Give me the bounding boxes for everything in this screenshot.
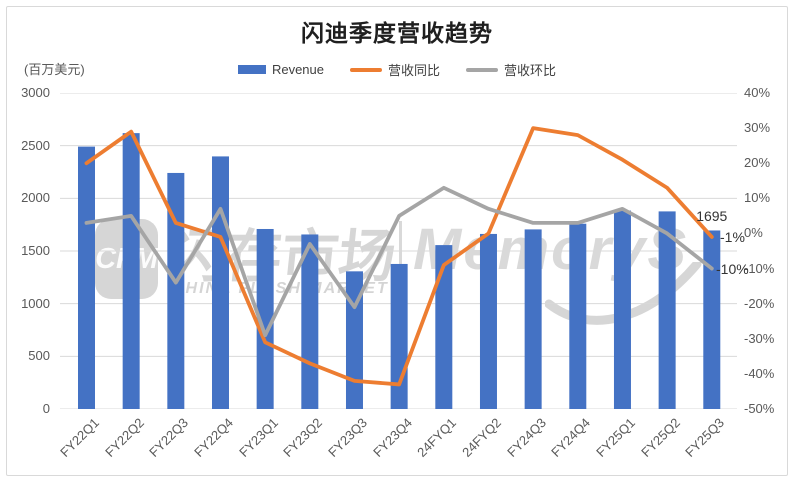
right-axis-tick--20%: -20% (744, 295, 775, 311)
legend-line-swatch (466, 67, 499, 72)
legend: Revenue 营收同比 营收环比 (0, 60, 794, 79)
bar-FY22Q3 (167, 172, 185, 409)
left-axis-tick-0: 0 (42, 401, 50, 416)
data-label-last-yoy: -1% (720, 228, 745, 245)
legend-label: 营收同比 (388, 63, 441, 78)
right-axis-tick--40%: -40% (744, 365, 775, 381)
left-axis-tick-3000: 3000 (21, 85, 50, 100)
legend-line-swatch (350, 67, 382, 72)
left-axis-tick-1500: 1500 (21, 243, 50, 258)
right-axis-tick--10%: -10% (744, 260, 775, 276)
data-label-last-revenue: 1695 (696, 208, 728, 225)
bar-FY23Q1 (256, 228, 274, 409)
bar-FY25Q2 (658, 211, 676, 409)
legend-label: 营收环比 (504, 63, 557, 78)
plot-area (60, 93, 737, 409)
left-axis-tick-2500: 2500 (21, 137, 50, 153)
left-axis-tick-2000: 2000 (21, 190, 50, 206)
bar-FY22Q4 (211, 156, 229, 409)
left-axis-unit-label: (百万美元) (24, 62, 85, 77)
left-axis-tick-1000: 1000 (21, 295, 50, 311)
line-营收环比 (84, 185, 714, 338)
bar-FY24Q3 (524, 229, 542, 409)
legend-item-Revenue: Revenue (237, 62, 324, 77)
bar-FY23Q4 (390, 263, 408, 409)
right-axis-tick--50%: -50% (744, 401, 775, 416)
legend-item-营收同比: 营收同比 (350, 60, 440, 79)
bar-24FYQ1 (435, 245, 453, 409)
bar-FY24Q4 (569, 223, 587, 409)
right-axis-tick-40%: 40% (744, 85, 771, 100)
bar-FY25Q1 (613, 210, 631, 409)
legend-bar-swatch (237, 65, 266, 74)
legend-label: Revenue (271, 62, 324, 77)
bar-FY25Q3 (703, 230, 721, 409)
bar-FY23Q3 (345, 271, 363, 409)
bar-FY22Q2 (122, 133, 140, 409)
legend-item-营收环比: 营收环比 (466, 60, 556, 79)
bar-FY23Q2 (301, 234, 319, 409)
right-axis-tick--30%: -30% (744, 330, 775, 346)
data-label-last-qoq: -10% (716, 260, 749, 277)
right-axis-tick-0%: 0% (744, 225, 763, 241)
right-axis-tick-10%: 10% (744, 190, 771, 206)
chart-border (6, 6, 788, 476)
chart-title: 闪迪季度营收趋势 (301, 20, 493, 46)
right-axis-tick-30%: 30% (744, 120, 771, 136)
right-axis-tick-20%: 20% (744, 155, 771, 171)
line-营收同比 (84, 126, 714, 387)
bar-FY22Q1 (78, 146, 95, 409)
left-axis-tick-500: 500 (28, 348, 50, 364)
bar-24FYQ2 (479, 233, 497, 409)
